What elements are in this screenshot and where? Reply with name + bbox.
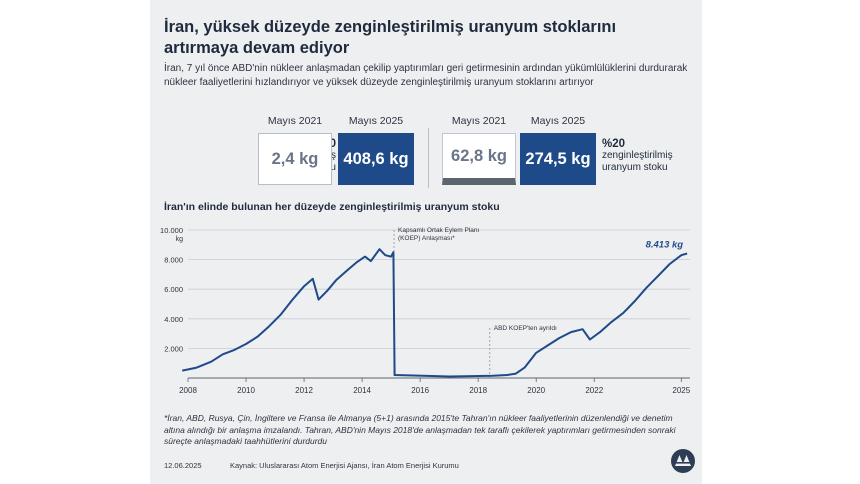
x-tick-label: 2025: [672, 386, 690, 395]
y-tick-label: 10.000: [160, 226, 183, 235]
right-stock-label: %20 zenginleştirilmiş uranyum stoku: [602, 138, 692, 174]
annotation-label: ABD KOEP'ten ayrıldı: [494, 325, 557, 332]
left-b-box: 408,6 kg: [338, 133, 414, 185]
page-subtitle: İran, 7 yıl önce ABD'nin nükleer anlaşma…: [164, 63, 688, 88]
left-a-box: 2,4 kg: [258, 133, 332, 185]
x-tick-label: 2014: [353, 386, 371, 395]
x-tick-label: 2012: [295, 386, 313, 395]
annotation-label: Kapsamlı Ortak Eylem Planı: [398, 227, 479, 234]
infographic-card: İran, yüksek düzeyde zenginleştirilmiş u…: [150, 0, 702, 484]
right-label-line1: zenginleştirilmiş: [602, 150, 673, 161]
series-line: [181, 248, 688, 378]
x-tick-label: 2020: [527, 386, 545, 395]
right-b-box: 274,5 kg: [520, 133, 596, 185]
right-a-label: Mayıs 2021: [451, 115, 507, 127]
y-tick-label: 8.000: [164, 256, 183, 265]
left-b-label: Mayıs 2025: [348, 115, 404, 127]
page-title: İran, yüksek düzeyde zenginleştirilmiş u…: [164, 18, 617, 57]
footer-source: Kaynak: Uluslararası Atom Enerjisi Ajans…: [230, 461, 459, 470]
x-tick-label: 2008: [179, 386, 197, 395]
chart-grid: [188, 229, 690, 379]
right-a-box: 62,8 kg: [442, 133, 516, 185]
x-tick-label: 2010: [237, 386, 255, 395]
end-value-label: 8.413 kg: [646, 239, 684, 250]
chart-annotations: Kapsamlı Ortak Eylem Planı(KOEP) Anlaşma…: [393, 227, 557, 378]
footnote: *İran, ABD, Rusya, Çin, İngiltere ve Fra…: [164, 413, 676, 446]
chart-title: İran'ın elinde bulunan her düzeyde zengi…: [164, 201, 500, 213]
right-label-line2: uranyum stoku: [602, 162, 668, 173]
annotation-label: (KOEP) Anlaşması*: [398, 235, 455, 242]
aa-logo-icon: [671, 449, 695, 473]
y-tick-label: 4.000: [164, 315, 183, 324]
y-tick-label: 6.000: [164, 285, 183, 294]
right-pct: %20: [602, 138, 626, 150]
y-tick-label: 2.000: [164, 344, 183, 353]
left-a-label: Mayıs 2021: [267, 115, 323, 127]
x-tick-label: 2018: [469, 386, 487, 395]
right-b-label: Mayıs 2025: [530, 115, 586, 127]
footer-date: 12.06.2025: [164, 461, 202, 470]
x-tick-label: 2022: [585, 386, 603, 395]
divider: [428, 128, 429, 188]
x-tick-label: 2016: [411, 386, 429, 395]
y-unit-label: kg: [176, 236, 184, 243]
chart-series: 8.413 kg: [181, 239, 688, 378]
x-axis-ticks: 2008 2010 2012 2014 2016 2018 2020 2022 2025: [179, 378, 691, 395]
